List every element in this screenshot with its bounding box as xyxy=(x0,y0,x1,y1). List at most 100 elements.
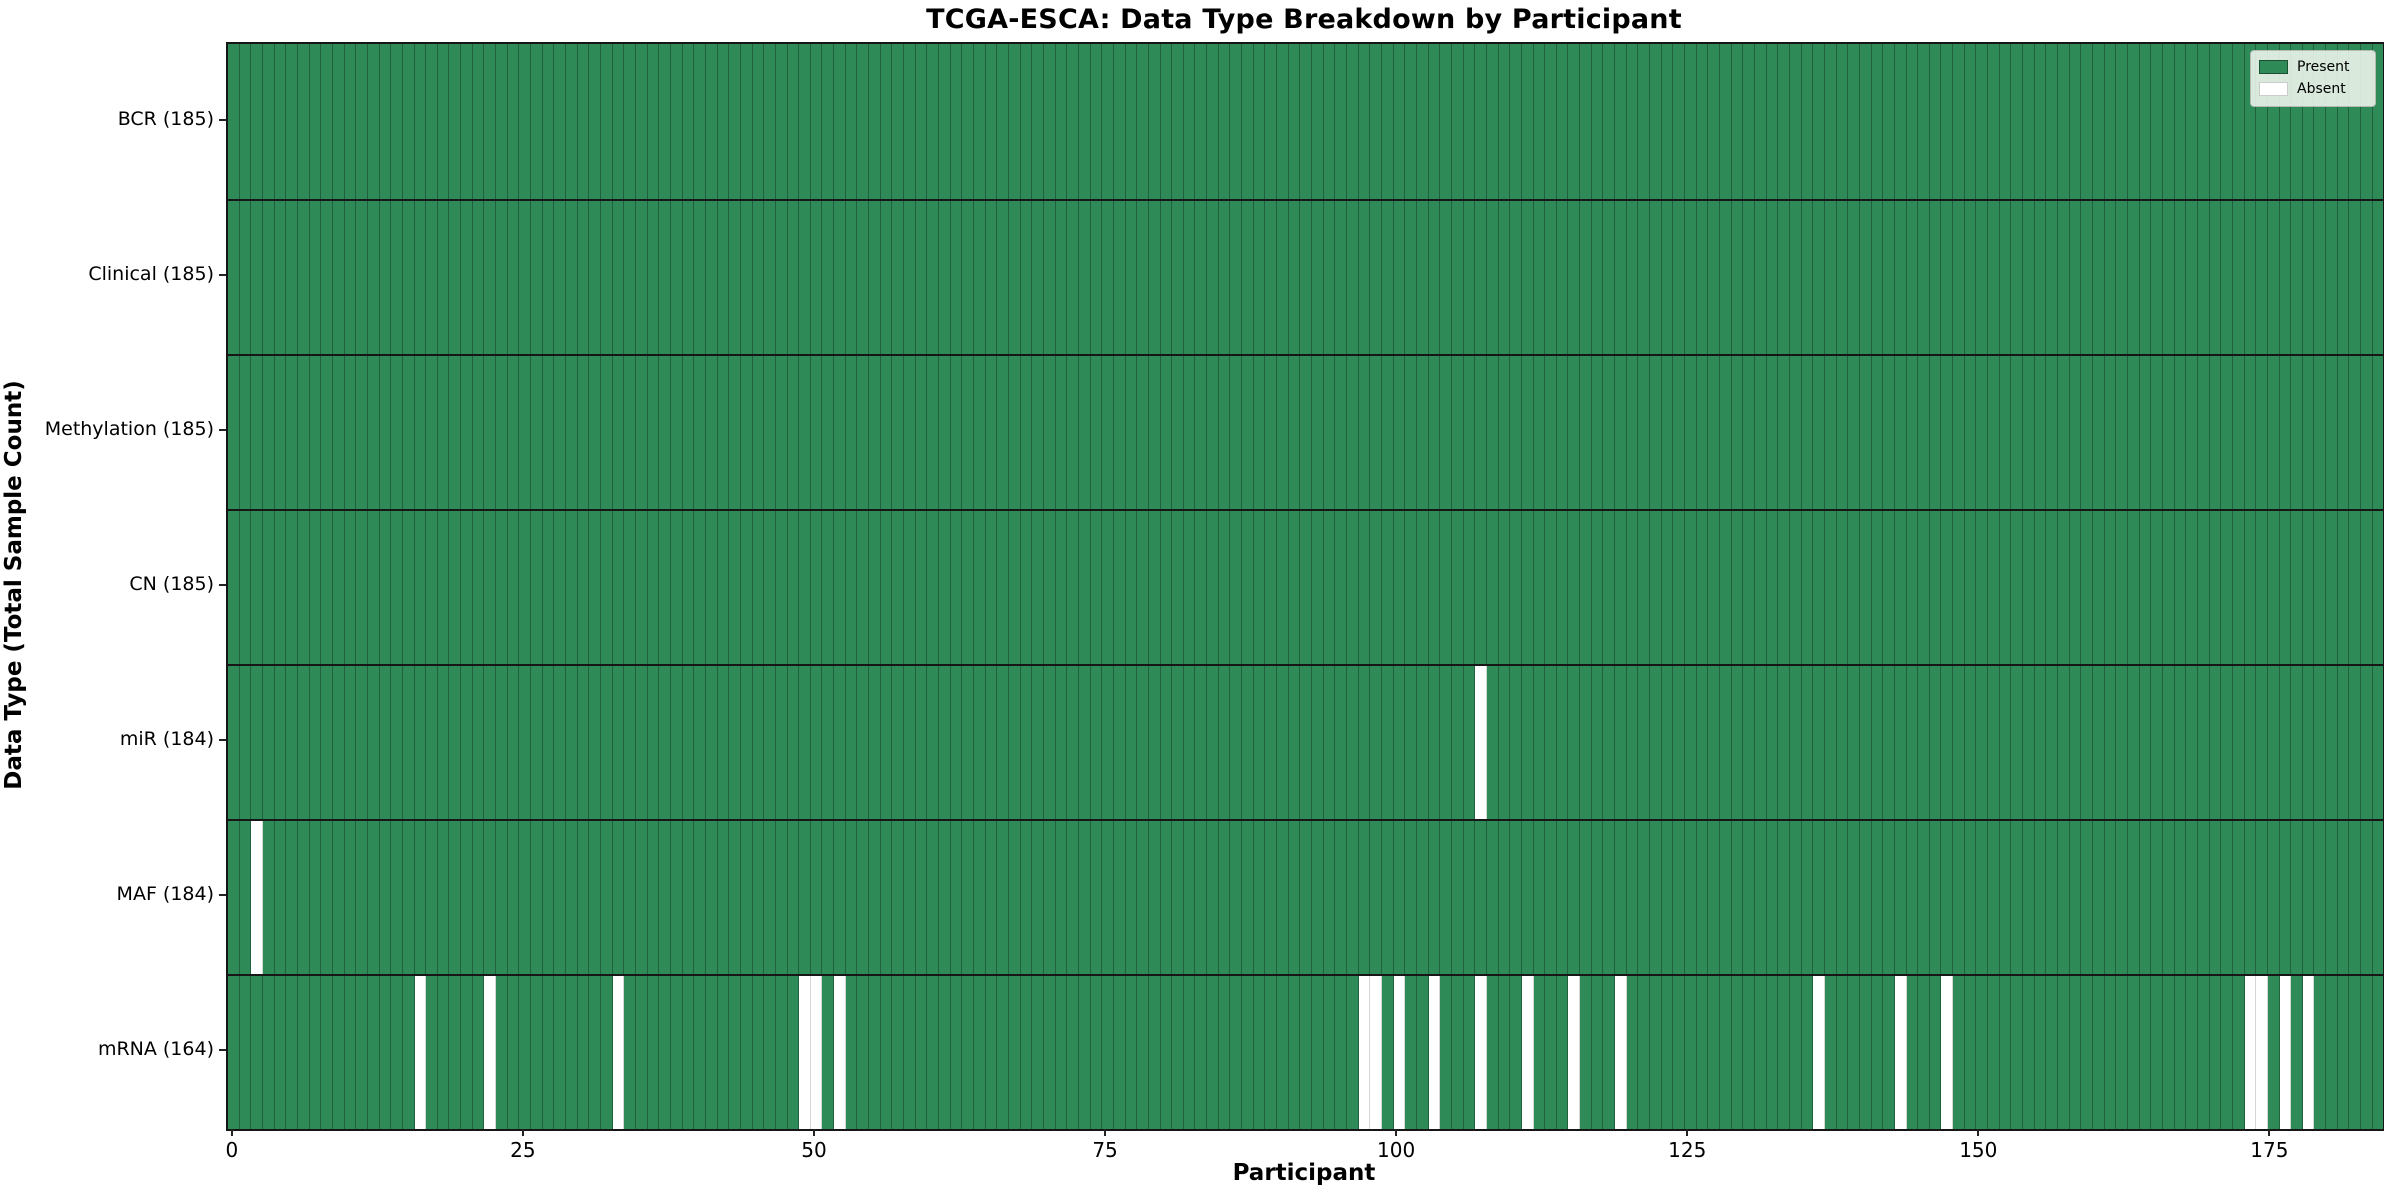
cell-present xyxy=(1370,356,1382,509)
cell-present xyxy=(787,976,800,1129)
cell-present xyxy=(1323,356,1336,509)
cell-present xyxy=(950,44,963,199)
cell-present xyxy=(1242,666,1254,819)
cell-present xyxy=(2162,201,2175,354)
cell-present xyxy=(1580,356,1592,509)
cell-present xyxy=(1008,44,1021,199)
cell-present xyxy=(1440,976,1452,1129)
cell-present xyxy=(554,511,567,664)
cell-present xyxy=(2267,356,2280,509)
cell-present xyxy=(1312,976,1324,1129)
cell-present xyxy=(309,44,322,199)
cell-present xyxy=(1661,44,1674,199)
cell-present xyxy=(1428,821,1441,974)
cell-present xyxy=(2081,44,2093,199)
cell-present xyxy=(1906,511,1919,664)
cell-present xyxy=(1638,201,1651,354)
cell-present xyxy=(764,666,776,819)
cell-present xyxy=(437,666,450,819)
cell-present xyxy=(262,201,275,354)
cell-present xyxy=(1976,356,1989,509)
cell-present xyxy=(426,666,438,819)
cell-present xyxy=(484,44,497,199)
cell-present xyxy=(985,976,998,1129)
cell-present xyxy=(962,976,974,1129)
cell-present xyxy=(1416,511,1429,664)
cell-present xyxy=(869,201,881,354)
cell-present xyxy=(297,356,310,509)
cell-present xyxy=(1685,666,1697,819)
cell-present xyxy=(1801,44,1814,199)
cell-present xyxy=(2314,666,2327,819)
cell-present xyxy=(740,201,753,354)
cell-present xyxy=(1195,666,1208,819)
cell-present xyxy=(1626,821,1639,974)
cell-present xyxy=(869,356,881,509)
cell-present xyxy=(1312,511,1324,664)
cell-present xyxy=(985,356,998,509)
cell-present xyxy=(880,201,893,354)
cell-present xyxy=(239,356,252,509)
cell-present xyxy=(752,356,765,509)
cell-present xyxy=(496,976,508,1129)
cell-present xyxy=(2174,44,2187,199)
cell-present xyxy=(2291,976,2303,1129)
cell-present xyxy=(321,201,333,354)
cell-present xyxy=(1277,44,1289,199)
cell-present xyxy=(2372,356,2384,509)
cell-present xyxy=(682,511,695,664)
cell-present xyxy=(810,201,823,354)
cell-present xyxy=(997,356,1009,509)
cell-present xyxy=(1603,821,1616,974)
cell-present xyxy=(659,976,671,1129)
cell-present xyxy=(740,821,753,974)
cell-present xyxy=(426,511,438,664)
cell-present xyxy=(2291,201,2303,354)
cell-present xyxy=(1195,511,1208,664)
x-tick-label: 175 xyxy=(2250,1138,2289,1162)
cell-present xyxy=(554,821,567,974)
cell-present xyxy=(1463,666,1476,819)
cell-present xyxy=(927,511,940,664)
cell-present xyxy=(2186,201,2198,354)
cell-present xyxy=(2291,511,2303,664)
cell-present xyxy=(1859,511,1872,664)
cell-present xyxy=(2291,356,2303,509)
cell-absent xyxy=(1428,976,1441,1129)
cell-present xyxy=(2034,511,2047,664)
cell-present xyxy=(519,666,532,819)
cell-present xyxy=(1673,356,1686,509)
cell-present xyxy=(601,44,613,199)
cell-present xyxy=(2069,356,2082,509)
cell-present xyxy=(309,511,322,664)
cell-present xyxy=(2034,44,2047,199)
cell-present xyxy=(2267,666,2280,819)
cell-present xyxy=(612,44,625,199)
cell-present xyxy=(1778,356,1790,509)
cell-present xyxy=(624,976,636,1129)
cell-present xyxy=(1789,44,1802,199)
cell-present xyxy=(1685,356,1697,509)
cell-present xyxy=(810,44,823,199)
cell-present xyxy=(1580,511,1592,664)
cell-present xyxy=(857,666,870,819)
cell-present xyxy=(2372,201,2384,354)
cell-present xyxy=(1556,511,1569,664)
cell-present xyxy=(1148,821,1161,974)
cell-present xyxy=(1102,511,1114,664)
cell-present xyxy=(635,511,648,664)
cell-present xyxy=(1102,976,1114,1129)
cell-present xyxy=(1347,44,1359,199)
cell-present xyxy=(1883,201,1895,354)
cell-present xyxy=(1848,356,1860,509)
cell-present xyxy=(2244,44,2257,199)
cell-present xyxy=(286,356,298,509)
cell-present xyxy=(1300,976,1313,1129)
cell-present xyxy=(1626,201,1639,354)
cell-present xyxy=(1638,821,1651,974)
cell-present xyxy=(2349,356,2362,509)
cell-present xyxy=(1638,44,1651,199)
cell-present xyxy=(437,511,450,664)
cell-present xyxy=(1498,666,1511,819)
cell-present xyxy=(2104,666,2117,819)
